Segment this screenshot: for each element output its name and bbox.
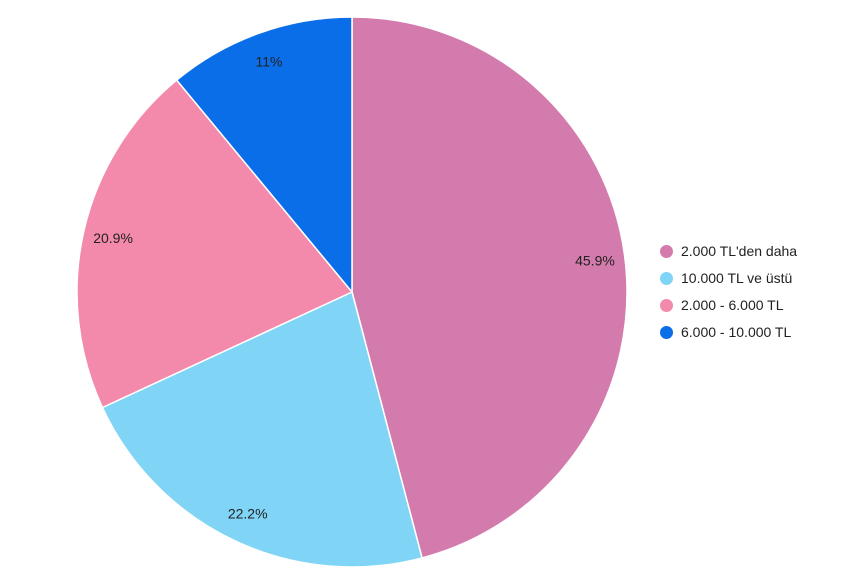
- chart-legend: 2.000 TL'den daha 10.000 TL ve üstü 2.000 …: [660, 241, 797, 342]
- pie-slice-20-9: [76, 79, 354, 409]
- legend-item: 2.000 - 6.000 TL: [660, 295, 797, 315]
- legend-item: 6.000 - 10.000 TL: [660, 322, 797, 342]
- legend-swatch: [660, 244, 673, 258]
- slice-label: 11%: [256, 53, 283, 69]
- pie-slice-45-9: [351, 16, 628, 559]
- slice-label: 20.9%: [93, 230, 133, 246]
- legend-item: 2.000 TL'den daha: [660, 241, 797, 261]
- legend-label: 2.000 - 6.000 TL: [681, 297, 784, 313]
- pie-slice-22-2: [101, 290, 423, 568]
- slice-label: 22.2%: [228, 506, 268, 522]
- legend-label: 2.000 TL'den daha: [681, 243, 798, 259]
- legend-item: 10.000 TL ve üstü: [660, 268, 797, 288]
- legend-swatch: [660, 271, 673, 285]
- slice-label: 45.9%: [575, 253, 615, 269]
- legend-label: 10.000 TL ve üstü: [681, 270, 793, 286]
- legend-label: 6.000 - 10.000 TL: [681, 324, 792, 340]
- pie-slice-11: [175, 16, 353, 295]
- legend-swatch: [660, 325, 673, 339]
- legend-swatch: [660, 298, 673, 312]
